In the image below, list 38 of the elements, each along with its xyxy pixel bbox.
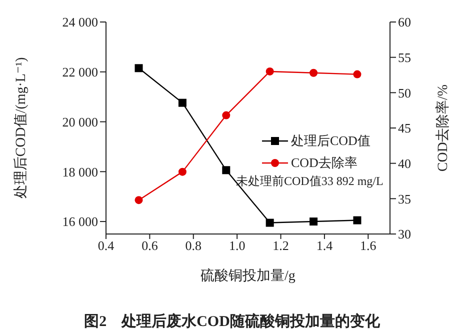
point <box>134 64 143 72</box>
y2-tick-label: 45 <box>398 120 411 136</box>
point <box>222 166 230 174</box>
text: 图2 处理后废水COD随硫酸铜投加量的变化 <box>83 312 381 331</box>
y-tick-label: 22 000 <box>62 64 98 80</box>
legend-label: 处理后COD值 <box>291 132 370 150</box>
point <box>353 216 362 224</box>
x-tick-label: 0.6 <box>142 238 158 254</box>
y-axis-title: 处理后COD值/(mg·L⁻¹) <box>13 56 30 199</box>
y2-tick-label: 40 <box>398 156 411 171</box>
point <box>178 168 186 176</box>
y-tick-label: 18 000 <box>62 164 98 180</box>
x-tick-label: 1.2 <box>272 238 289 254</box>
point <box>266 67 274 76</box>
y2-tick-label: 50 <box>398 85 411 100</box>
x-tick-label: 0.4 <box>98 238 115 254</box>
x-axis-title: 硫酸铜投加量/g <box>200 268 296 284</box>
y2-axis-title: COD去除率/% <box>435 84 452 172</box>
y-tick-label: 20 000 <box>62 114 98 130</box>
x-tick-label: 0.8 <box>185 238 202 254</box>
legend-label: COD去除率 <box>291 154 358 172</box>
x-tick-label: 1.0 <box>228 238 246 254</box>
y2-tick-label: 60 <box>398 14 411 30</box>
x-tick-label: 1.6 <box>360 238 377 254</box>
x-tick-label: 1.4 <box>316 238 334 254</box>
point <box>310 218 318 226</box>
y-tick-label: 24 000 <box>62 14 98 30</box>
point <box>222 111 230 120</box>
y2-tick-label: 35 <box>398 191 411 206</box>
point <box>266 218 274 227</box>
point <box>310 68 318 77</box>
point <box>134 196 143 204</box>
y-tick-label: 16 000 <box>62 214 98 230</box>
y2-tick-label: 30 <box>398 226 411 242</box>
point <box>353 70 362 78</box>
annotation: 未处理前COD值33 892 mg/L <box>236 173 384 190</box>
point <box>178 98 186 107</box>
y2-tick-label: 55 <box>398 50 411 65</box>
